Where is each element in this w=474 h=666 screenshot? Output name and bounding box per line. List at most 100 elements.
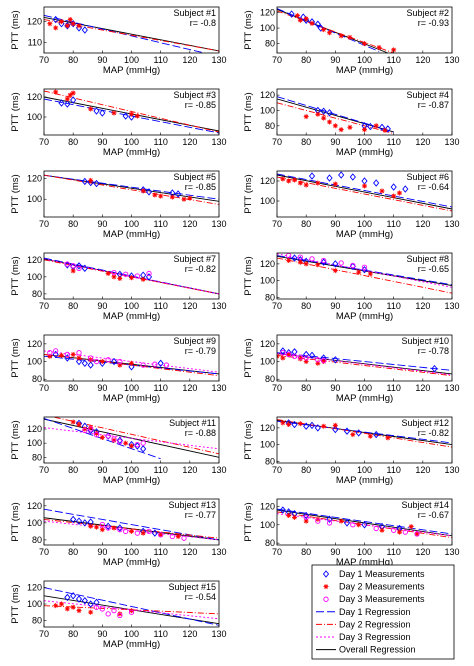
day3-point-6: [134, 441, 140, 448]
x-axis-label: MAP (mmHg): [336, 393, 393, 404]
day3-point-0: [82, 427, 88, 434]
day1-point-1: [291, 420, 298, 429]
day2-point-6: [332, 181, 338, 187]
day3-point-7: [117, 358, 123, 365]
day2-point-5: [327, 30, 332, 36]
day2-point-2: [303, 518, 309, 524]
day2-point-7: [129, 608, 134, 614]
day1-point-2: [70, 96, 77, 104]
day2-point-4: [303, 182, 309, 188]
day2-point-9: [414, 531, 420, 537]
x-tick-label: 70: [39, 547, 49, 557]
day3-point-4: [373, 525, 379, 532]
subplot-3: 70 80 90 100 110 120 130 100 120 MAP (mmHg) PTT (m…: [10, 88, 227, 158]
day2-point-5: [356, 522, 362, 528]
day1-point-0: [308, 172, 316, 180]
day2-point-7: [123, 440, 129, 446]
day2-point-6: [117, 362, 123, 368]
y-tick-label: 100: [27, 357, 42, 367]
day2-point-1: [286, 422, 292, 428]
day1-point-0: [81, 177, 88, 186]
y-axis-label: PTT (ms): [10, 10, 21, 49]
x-tick-label: 130: [444, 137, 459, 147]
day2-point-4: [332, 268, 338, 274]
day2-point-2: [67, 92, 73, 98]
day2-point-0: [286, 258, 292, 264]
day2-point-9: [376, 45, 382, 51]
day2-point-0: [70, 419, 76, 425]
day3-point-2: [326, 520, 333, 526]
x-tick-label: 100: [357, 547, 372, 557]
y-tick-label: 120: [27, 173, 42, 183]
day1-point-6: [384, 125, 391, 133]
day1-point-5: [343, 519, 351, 527]
day1-point-3: [93, 107, 100, 115]
day2-point-2: [70, 351, 76, 357]
x-tick-label: 130: [444, 55, 459, 65]
legend-entry-7: Overall Regression: [316, 645, 416, 655]
x-tick-label: 70: [272, 219, 282, 229]
day2-point-6: [367, 433, 373, 439]
x-tick-label: 70: [39, 219, 49, 229]
subplot-11: 70 80 90 100 110 120 130 80 100 120 MAP (mmHg) PTT …: [10, 416, 227, 486]
x-tick-label: 80: [68, 547, 78, 557]
day1-point-1: [64, 354, 71, 362]
day2-point-4: [303, 359, 309, 365]
day1-point-7: [128, 363, 135, 371]
subject-title: Subject #1: [173, 8, 216, 18]
y-tick-label: 80: [32, 615, 42, 625]
day2-point-4: [88, 106, 94, 112]
x-tick-label: 70: [39, 137, 49, 147]
day1-point-4: [367, 122, 374, 131]
x-tick-label: 120: [415, 219, 430, 229]
day2-point-4: [321, 27, 327, 33]
day2-point-0: [70, 268, 76, 274]
day1-point-3: [81, 264, 88, 273]
day2-point-5: [88, 609, 94, 615]
day2-point-3: [111, 525, 117, 531]
day2-point-5: [315, 360, 321, 366]
x-tick-label: 90: [330, 383, 340, 393]
y-tick-label: 80: [32, 374, 42, 384]
x-tick-label: 100: [357, 137, 372, 147]
x-tick-label: 110: [386, 547, 400, 557]
x-tick-label: 110: [386, 301, 400, 311]
day3-point-4: [123, 271, 129, 277]
x-tick-label: 110: [153, 383, 167, 393]
x-tick-label: 90: [97, 629, 107, 639]
day2-point-4: [94, 430, 99, 436]
x-axis-label: MAP (mmHg): [336, 65, 393, 76]
legend-entry-6: Day 3 Regression: [316, 632, 411, 642]
x-tick-label: 130: [211, 137, 226, 147]
day2-point-2: [152, 192, 158, 198]
day2-point-1: [297, 17, 303, 23]
x-axis-label: MAP (mmHg): [103, 65, 160, 76]
day2-point-8: [379, 188, 385, 194]
correlation-label: r= -0.8: [190, 18, 216, 28]
day2-point-4: [129, 528, 134, 534]
day3-point-3: [111, 269, 117, 276]
day1-point-6: [128, 113, 135, 121]
day2-point-1: [297, 259, 303, 265]
day2-point-6: [347, 124, 353, 130]
day3-point-6: [158, 532, 164, 538]
day2-point-7: [362, 127, 367, 133]
y-tick-label: 100: [260, 440, 275, 450]
day2-point-2: [111, 274, 117, 280]
x-tick-label: 80: [68, 465, 78, 475]
day2-point-6: [76, 23, 82, 29]
x-tick-label: 90: [97, 465, 107, 475]
regression-lines: [277, 352, 452, 377]
x-tick-label: 80: [68, 629, 78, 639]
day2-point-5: [70, 21, 76, 27]
legend-box: [311, 564, 455, 660]
day2-point-6: [117, 611, 123, 617]
x-tick-label: 120: [182, 465, 197, 475]
overall-regression-line: [277, 509, 452, 537]
day3-point-0: [303, 514, 309, 521]
x-tick-label: 80: [68, 383, 78, 393]
day2-point-9: [391, 193, 397, 199]
day3-point-1: [286, 351, 292, 358]
regression-lines: [277, 253, 452, 294]
